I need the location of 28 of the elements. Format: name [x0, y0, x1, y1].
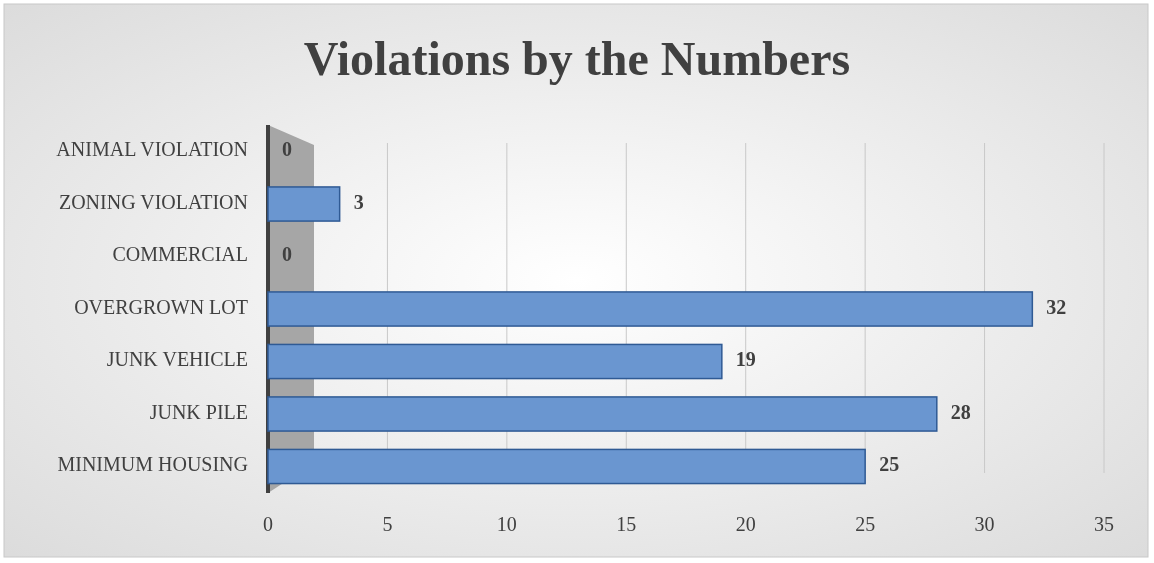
x-tick-label: 35 — [1094, 513, 1114, 535]
y-tick-label: MINIMUM HOUSING — [57, 453, 248, 476]
x-tick-label: 15 — [616, 513, 637, 535]
bar — [267, 396, 938, 432]
data-label: 0 — [282, 243, 292, 266]
x-tick-label: 5 — [382, 513, 393, 535]
data-label: 32 — [1046, 295, 1067, 318]
y-tick-label: COMMERCIAL — [112, 243, 248, 266]
data-label: 0 — [282, 138, 292, 161]
y-tick-label: ANIMAL VIOLATION — [56, 138, 248, 161]
x-tick-label: 10 — [496, 513, 517, 535]
bar — [267, 291, 1034, 327]
data-label: 3 — [353, 190, 364, 213]
y-tick-label: JUNK VEHICLE — [106, 348, 248, 371]
bar — [267, 448, 866, 485]
x-tick-label: 20 — [735, 513, 756, 535]
x-tick-label: 30 — [974, 513, 995, 535]
data-label: 25 — [879, 453, 900, 476]
y-tick-label: ZONING VIOLATION — [58, 190, 248, 213]
x-tick-label: 0 — [263, 513, 273, 535]
data-label: 19 — [735, 348, 756, 371]
x-tick-label: 25 — [855, 513, 876, 535]
y-tick-label: JUNK PILE — [149, 400, 248, 423]
y-tick-label: OVERGROWN LOT — [74, 295, 248, 318]
chart-title: Violations by the Numbers — [303, 32, 851, 85]
data-label: 28 — [950, 400, 971, 423]
bar — [267, 186, 341, 222]
bar — [267, 343, 723, 380]
